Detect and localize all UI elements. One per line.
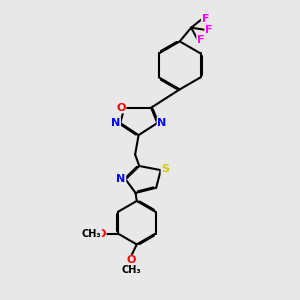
Text: N: N	[111, 118, 120, 128]
Text: CH₃: CH₃	[82, 229, 101, 238]
Text: N: N	[157, 118, 167, 128]
Text: S: S	[161, 164, 169, 174]
Text: O: O	[116, 103, 126, 113]
Text: O: O	[126, 255, 136, 266]
Text: F: F	[202, 14, 209, 23]
Text: N: N	[116, 174, 126, 184]
Text: F: F	[197, 35, 205, 45]
Text: O: O	[97, 229, 106, 238]
Text: F: F	[205, 25, 212, 35]
Text: CH₃: CH₃	[121, 265, 141, 275]
